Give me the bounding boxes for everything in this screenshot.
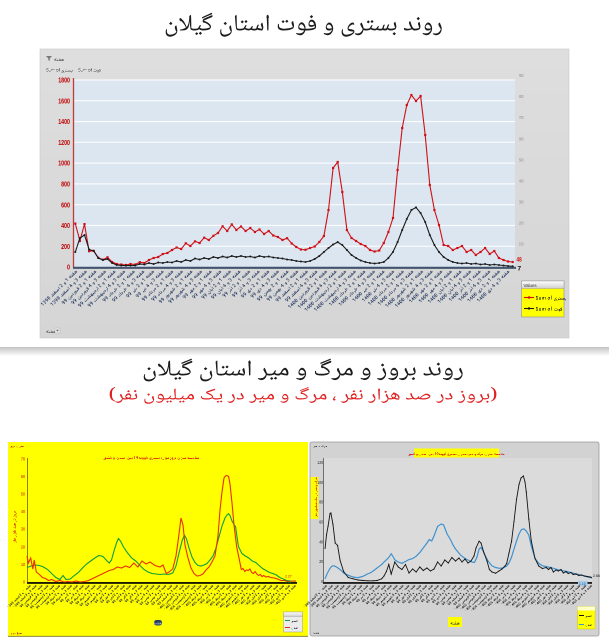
svg-text:48: 48 [517, 257, 522, 264]
svg-text:0: 0 [23, 579, 26, 584]
svg-text:0: 0 [321, 579, 323, 584]
svg-text:800: 800 [61, 182, 70, 189]
svg-text:600: 600 [61, 202, 70, 209]
svg-text:400: 400 [61, 223, 70, 230]
svg-text:200: 200 [61, 244, 70, 251]
svg-text:10: 10 [21, 562, 26, 567]
svg-text:600: 600 [519, 136, 524, 141]
svg-text:60: 60 [21, 474, 26, 479]
svg-text:300: 300 [519, 199, 524, 204]
svg-text:2.66: 2.66 [593, 574, 600, 578]
svg-text:800: 800 [519, 94, 524, 99]
svg-text:200: 200 [519, 221, 524, 226]
svg-text:1600: 1600 [58, 98, 70, 105]
svg-text:20: 20 [319, 559, 323, 564]
svg-text:1200: 1200 [58, 140, 70, 147]
svg-text:7: 7 [518, 266, 522, 273]
svg-text:1.10: 1.10 [579, 582, 586, 586]
svg-text:50: 50 [21, 492, 26, 497]
svg-text:40: 40 [21, 509, 26, 514]
svg-text:40: 40 [319, 539, 323, 544]
svg-text:20: 20 [21, 544, 26, 549]
svg-text:1.62: 1.62 [285, 580, 292, 584]
svg-text:900: 900 [519, 73, 524, 78]
svg-text:1400: 1400 [58, 119, 70, 126]
svg-text:100: 100 [519, 242, 524, 247]
svg-text:700: 700 [519, 115, 524, 120]
svg-text:500: 500 [519, 157, 524, 162]
svg-text:0: 0 [67, 265, 70, 272]
svg-text:60: 60 [319, 520, 323, 525]
svg-text:120: 120 [317, 460, 323, 465]
svg-text:70: 70 [21, 456, 26, 461]
svg-text:30: 30 [21, 527, 26, 532]
svg-text:2.27: 2.27 [285, 575, 292, 579]
svg-text:1000: 1000 [58, 161, 70, 168]
svg-text:80: 80 [319, 500, 323, 505]
svg-text:1800: 1800 [58, 78, 70, 85]
svg-text:400: 400 [519, 178, 524, 183]
svg-text:Values: Values [524, 283, 538, 288]
svg-text:100: 100 [317, 480, 323, 485]
